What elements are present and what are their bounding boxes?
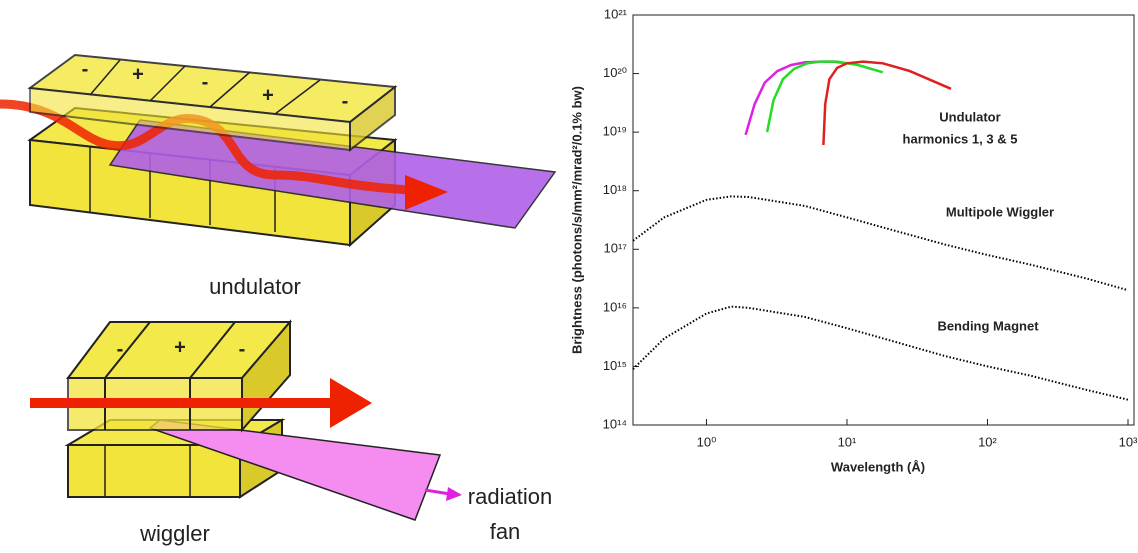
y-tick-label: 10¹⁵ — [603, 358, 627, 373]
pole-sign: + — [132, 63, 144, 85]
annotation: Multipole Wiggler — [946, 204, 1054, 219]
wiggler-label: wiggler — [139, 521, 210, 546]
pole-sign: - — [342, 90, 349, 112]
y-tick-label: 10¹⁴ — [603, 416, 627, 431]
x-tick-label: 10² — [978, 434, 997, 449]
x-axis-label: Wavelength (Å) — [831, 459, 925, 474]
pole-sign: - — [202, 71, 209, 93]
wiggler-diagram: - + - wiggler radiation fan — [30, 322, 552, 546]
y-tick-label: 10¹⁸ — [603, 182, 627, 197]
y-tick-label: 10¹⁹ — [603, 124, 627, 139]
y-axis-label: Brightness (photons/s/mm²/mrad²/0.1% bw) — [569, 86, 584, 354]
y-tick-label: 10²⁰ — [603, 65, 627, 80]
lower-magnet-front — [68, 445, 240, 497]
series-line — [633, 307, 1128, 400]
series-line — [746, 62, 847, 135]
fan-label: fan — [490, 519, 521, 544]
pole-sign: + — [174, 336, 186, 358]
y-tick-label: 10¹⁷ — [604, 241, 628, 256]
fan-arrow-head — [446, 487, 462, 501]
pole-sign: - — [239, 338, 246, 360]
brightness-chart: Wavelength (Å) Brightness (photons/s/mm²… — [569, 6, 1138, 474]
plot-frame — [633, 15, 1134, 425]
x-tick-label: 10⁰ — [697, 434, 717, 449]
figure: - + - + - undulator - + - wiggler radiat… — [0, 0, 1138, 553]
pole-sign: + — [262, 84, 274, 106]
fan-arrow — [425, 490, 450, 494]
pole-sign: - — [82, 58, 89, 80]
y-tick-label: 10¹⁶ — [603, 299, 627, 314]
undulator-diagram: - + - + - undulator — [0, 55, 555, 299]
pole-sign: - — [117, 338, 124, 360]
fan-label: radiation — [468, 484, 552, 509]
x-tick-label: 10¹ — [838, 434, 857, 449]
annotation: Undulator — [939, 109, 1000, 124]
x-tick-label: 10³ — [1119, 434, 1138, 449]
annotation: harmonics 1, 3 & 5 — [903, 131, 1018, 146]
arrow-head — [330, 378, 372, 428]
annotation: Bending Magnet — [937, 318, 1039, 333]
y-tick-label: 10²¹ — [604, 6, 628, 21]
undulator-label: undulator — [209, 274, 301, 299]
